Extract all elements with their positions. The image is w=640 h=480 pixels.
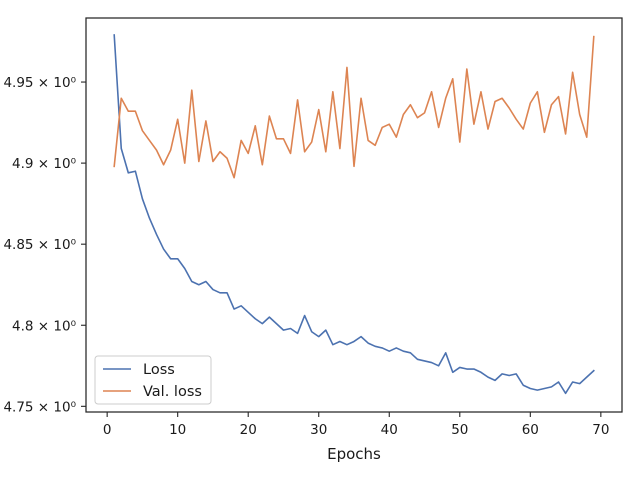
legend: Loss Val. loss xyxy=(94,355,212,405)
axes-frame xyxy=(85,17,623,413)
series-line-val-loss xyxy=(113,35,595,179)
legend-label: Val. loss xyxy=(143,384,202,400)
legend-box xyxy=(94,355,212,405)
x-tick-label: 10 xyxy=(169,422,186,438)
y-tick-label: 4.85 × 10⁰ xyxy=(3,237,76,253)
x-tick-label: 70 xyxy=(592,422,609,438)
y-tick-label: 4.75 × 10⁰ xyxy=(3,399,76,415)
y-tick-label: 4.95 × 10⁰ xyxy=(3,75,76,91)
x-tick-label: 0 xyxy=(103,422,112,438)
x-tick-label: 40 xyxy=(381,422,398,438)
x-axis: 0 10 20 30 40 50 60 70 xyxy=(103,412,609,438)
legend-label: Loss xyxy=(143,362,175,378)
y-axis: 4.75 × 10⁰ 4.8 × 10⁰ 4.85 × 10⁰ 4.9 × 10⁰ 4.… xyxy=(3,75,86,415)
y-tick-label: 4.9 × 10⁰ xyxy=(12,156,76,172)
plot-area xyxy=(113,34,595,395)
y-tick-label: 4.8 × 10⁰ xyxy=(12,318,76,334)
x-tick-label: 50 xyxy=(451,422,468,438)
x-axis-label: Epochs xyxy=(327,445,381,463)
x-tick-label: 30 xyxy=(310,422,327,438)
x-tick-label: 20 xyxy=(240,422,257,438)
series-line-loss xyxy=(113,34,595,395)
x-tick-label: 60 xyxy=(522,422,539,438)
